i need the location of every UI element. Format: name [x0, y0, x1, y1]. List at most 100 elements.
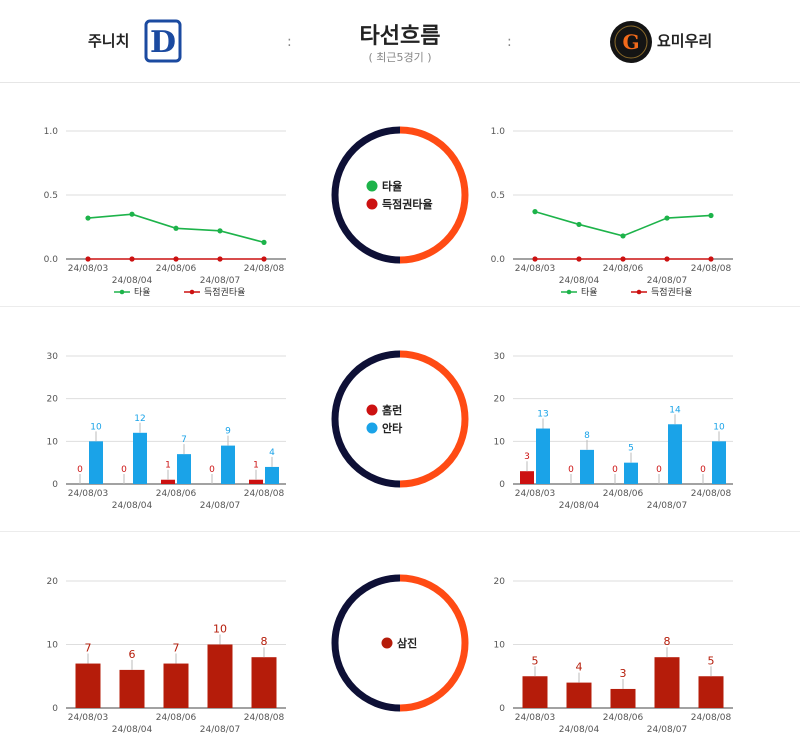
- y-tick-label: 10: [494, 437, 506, 447]
- data-point[interactable]: [708, 256, 714, 262]
- data-point[interactable]: [173, 256, 179, 262]
- y-tick-label: 20: [494, 577, 506, 587]
- x-tick-label: 24/08/04: [559, 276, 600, 286]
- data-label: 0: [700, 465, 706, 475]
- bar[interactable]: [89, 441, 103, 484]
- y-tick-label: 20: [494, 395, 506, 405]
- bar[interactable]: [566, 682, 592, 708]
- x-tick-label: 24/08/06: [156, 264, 197, 274]
- x-tick-label: 24/08/03: [68, 489, 108, 499]
- bar[interactable]: [119, 669, 145, 708]
- data-point[interactable]: [85, 256, 91, 262]
- data-label: 4: [269, 448, 275, 458]
- data-point[interactable]: [217, 228, 223, 234]
- y-tick-label: 0.0: [491, 255, 506, 265]
- data-point[interactable]: [173, 225, 179, 231]
- data-point[interactable]: [576, 256, 582, 262]
- data-label: 5: [708, 654, 715, 667]
- bar[interactable]: [161, 479, 175, 484]
- bar[interactable]: [522, 676, 548, 708]
- bar[interactable]: [221, 445, 235, 484]
- bar[interactable]: [668, 424, 682, 484]
- ring-right-arc: [399, 574, 469, 712]
- bar[interactable]: [265, 466, 279, 484]
- data-label: 12: [134, 414, 145, 424]
- y-tick-label: 10: [494, 641, 506, 651]
- data-point[interactable]: [261, 239, 267, 245]
- x-tick-label: 24/08/08: [691, 264, 732, 274]
- data-point[interactable]: [576, 221, 582, 228]
- data-label: 5: [628, 444, 634, 454]
- x-tick-label: 24/08/08: [244, 489, 285, 499]
- data-point[interactable]: [708, 212, 714, 219]
- x-tick-label: 24/08/07: [647, 501, 687, 511]
- section-divider: [0, 531, 800, 532]
- x-tick-label: 24/08/03: [515, 264, 555, 274]
- bar[interactable]: [520, 471, 534, 484]
- data-label: 0: [121, 465, 127, 475]
- bar[interactable]: [207, 644, 233, 709]
- data-label: 0: [612, 465, 618, 475]
- data-point[interactable]: [664, 256, 670, 262]
- bar[interactable]: [624, 462, 638, 484]
- page-subtitle: ( 최근5경기 ): [368, 51, 432, 64]
- data-label: 0: [656, 465, 662, 475]
- y-tick-label: 0: [52, 704, 58, 714]
- x-tick-label: 24/08/07: [200, 501, 240, 511]
- data-label: 4: [576, 661, 583, 674]
- legend-swatch-dot: [636, 289, 642, 295]
- data-point[interactable]: [532, 256, 538, 262]
- x-tick-label: 24/08/07: [200, 725, 240, 735]
- bar[interactable]: [712, 441, 726, 484]
- bar[interactable]: [177, 454, 191, 484]
- dragons-logo-icon: D: [144, 19, 182, 63]
- data-label: 5: [532, 654, 539, 667]
- y-tick-label: 0.5: [491, 191, 505, 201]
- data-point[interactable]: [532, 209, 538, 215]
- bar[interactable]: [75, 663, 101, 708]
- data-point[interactable]: [217, 256, 223, 262]
- bar[interactable]: [654, 657, 680, 708]
- data-point[interactable]: [261, 256, 267, 262]
- data-point[interactable]: [129, 256, 135, 262]
- bar[interactable]: [251, 657, 277, 708]
- x-tick-label: 24/08/07: [647, 276, 687, 286]
- data-point[interactable]: [620, 256, 626, 262]
- series-line: [534, 210, 712, 237]
- y-tick-label: 10: [47, 641, 59, 651]
- bar[interactable]: [536, 428, 550, 484]
- legend-label: 타율: [581, 287, 598, 298]
- y-tick-label: 0.0: [44, 255, 59, 265]
- bar[interactable]: [133, 432, 147, 484]
- ring-right-arc: [399, 350, 469, 488]
- x-tick-label: 24/08/07: [200, 276, 240, 286]
- bar[interactable]: [163, 663, 189, 708]
- team-left-name[interactable]: 주니치: [88, 32, 130, 50]
- legend-swatch-dot: [189, 289, 195, 295]
- data-label: 10: [90, 422, 102, 432]
- ring-left-arc: [331, 350, 401, 488]
- bar[interactable]: [580, 449, 594, 484]
- data-label: 7: [173, 642, 180, 655]
- bar[interactable]: [610, 688, 636, 708]
- bar[interactable]: [698, 676, 724, 708]
- data-point[interactable]: [620, 233, 626, 239]
- x-tick-label: 24/08/08: [691, 713, 732, 723]
- data-point[interactable]: [129, 211, 135, 217]
- bar[interactable]: [249, 479, 263, 484]
- x-tick-label: 24/08/04: [559, 725, 600, 735]
- y-tick-label: 1.0: [44, 127, 59, 137]
- data-label: 6: [129, 648, 136, 661]
- x-tick-label: 24/08/04: [112, 725, 153, 735]
- team-right-name[interactable]: 요미우리: [657, 32, 713, 50]
- data-label: 0: [568, 465, 574, 475]
- data-label: 14: [669, 405, 681, 415]
- data-point[interactable]: [85, 215, 91, 221]
- section-divider: [0, 306, 800, 307]
- data-label: 3: [524, 452, 530, 462]
- data-point[interactable]: [664, 215, 670, 221]
- x-tick-label: 24/08/04: [559, 501, 600, 511]
- x-tick-label: 24/08/03: [515, 713, 555, 723]
- data-label: 13: [537, 410, 548, 420]
